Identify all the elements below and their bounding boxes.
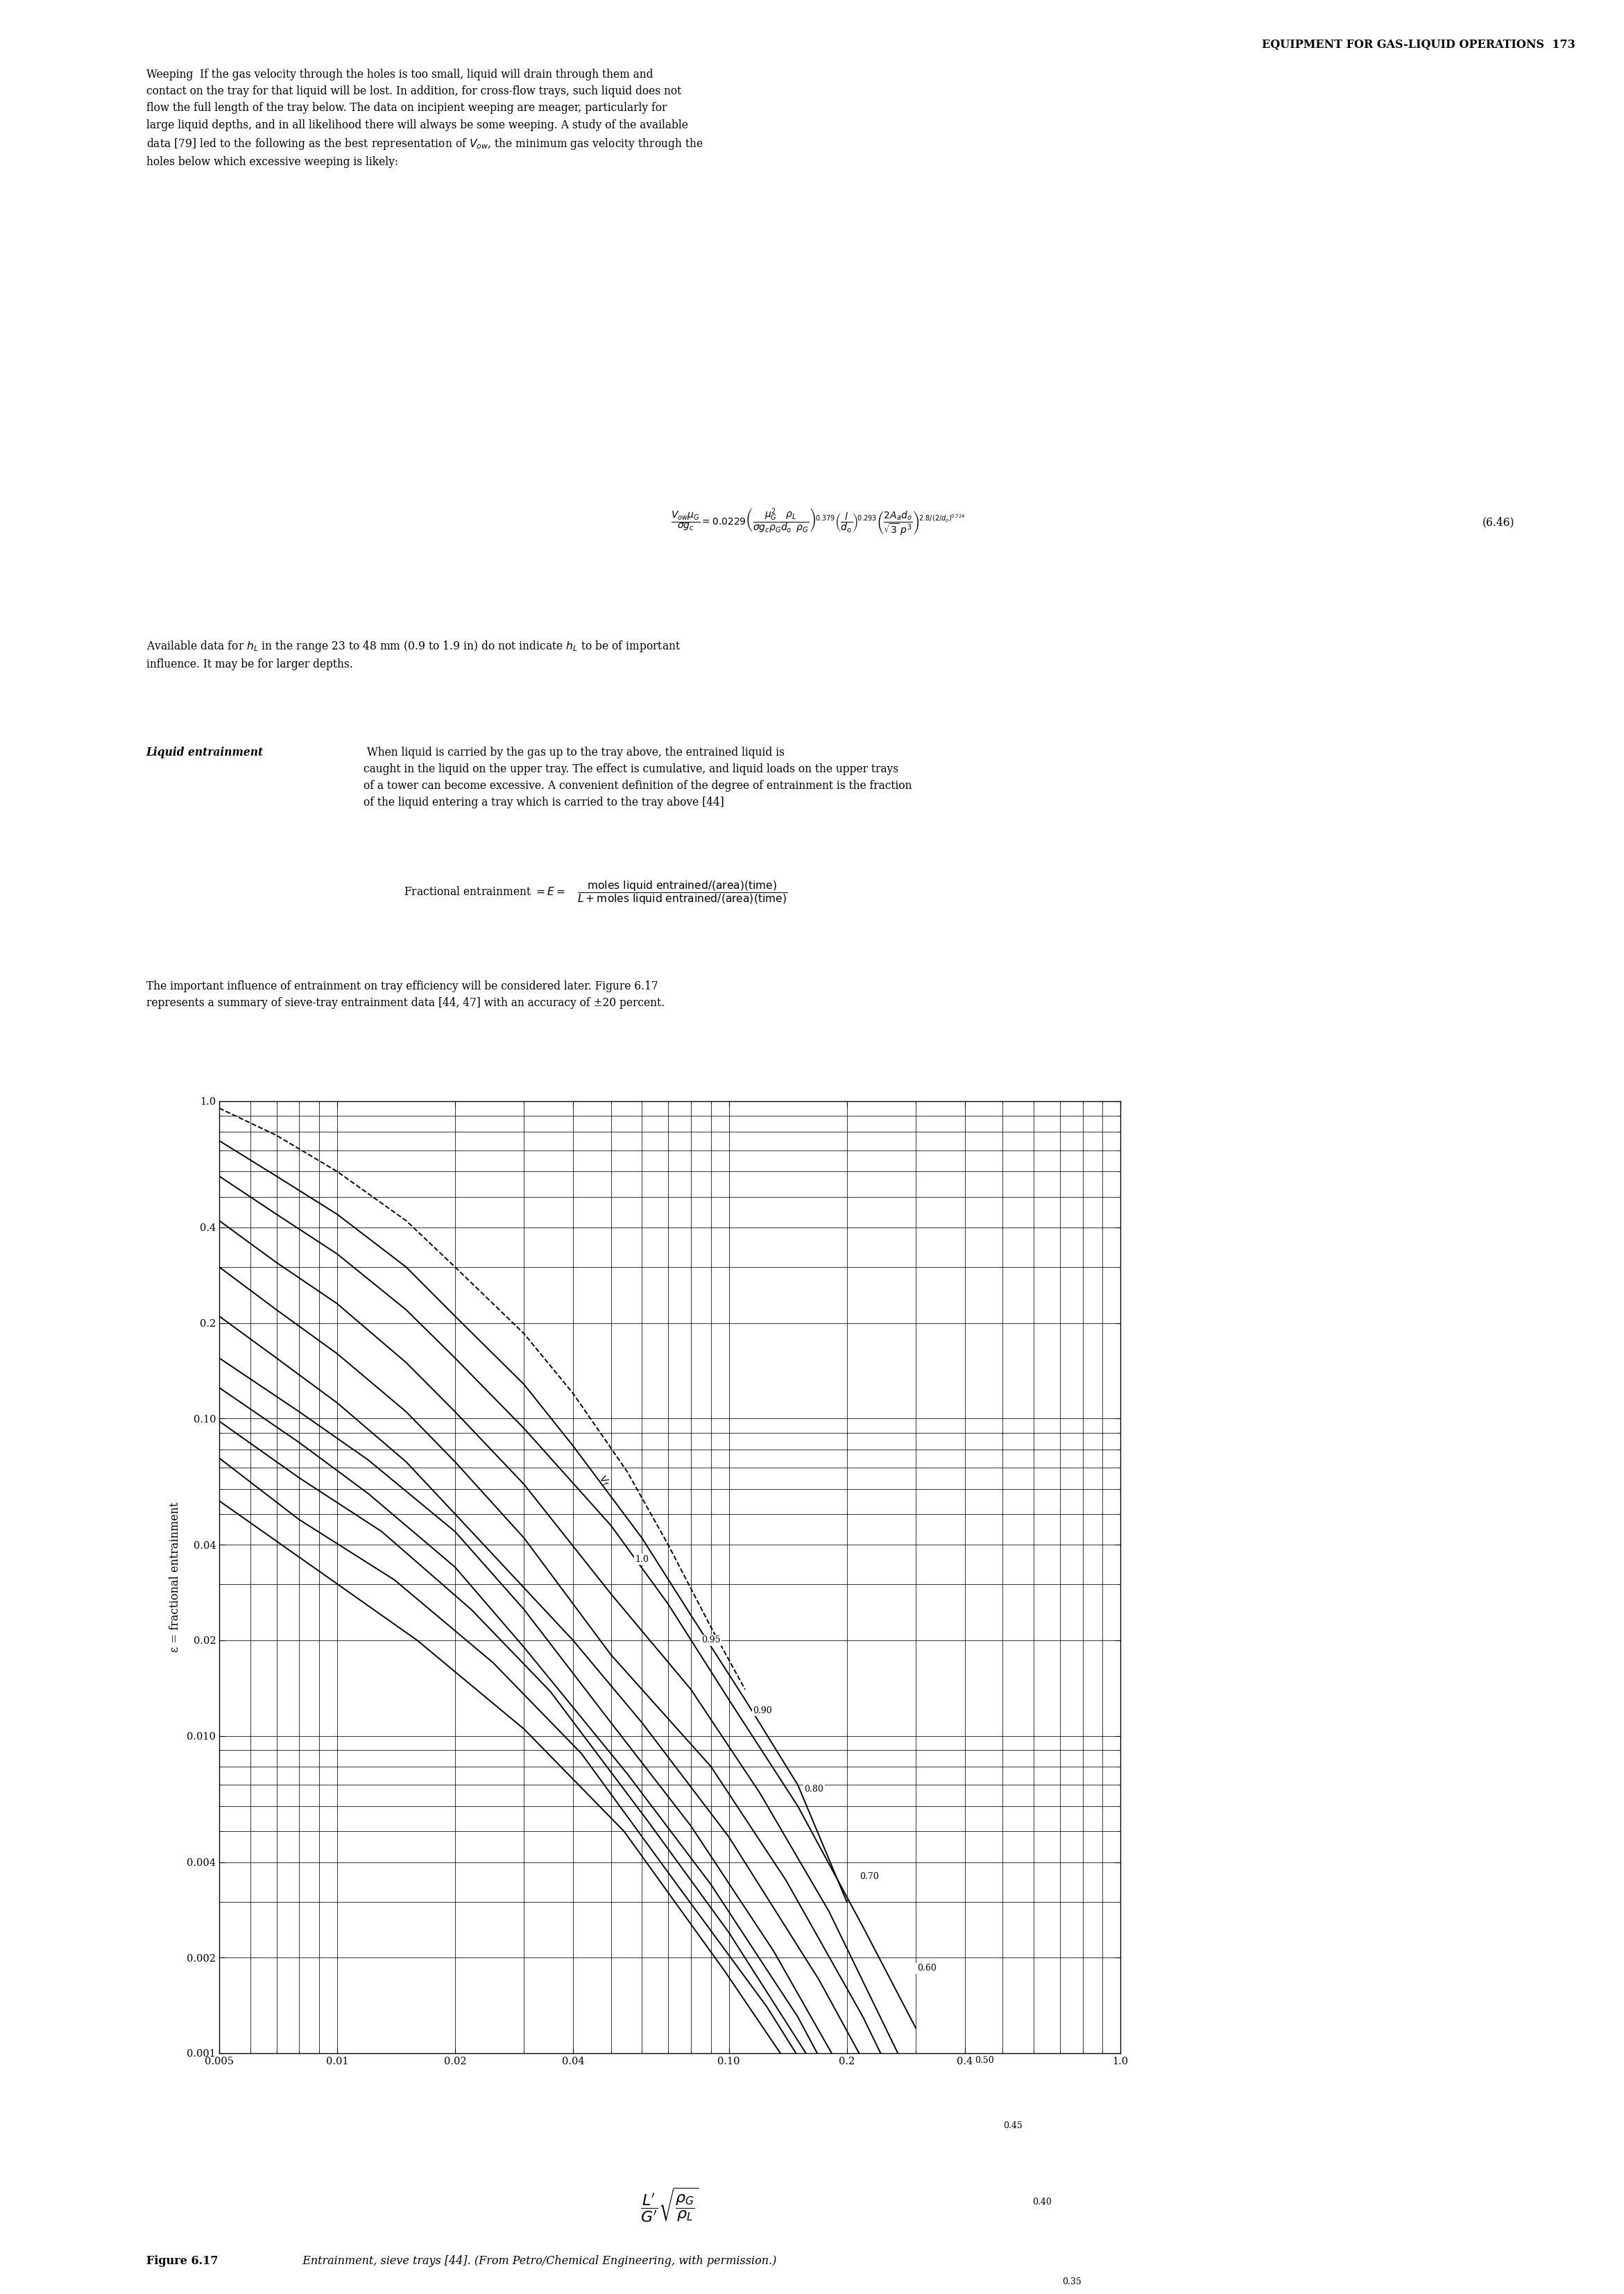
Text: Entrainment, sieve trays [44]. (From Petro/Chemical Engineering, with permission: Entrainment, sieve trays [44]. (From Pet… (296, 2255, 776, 2266)
Text: 0.80: 0.80 (804, 1785, 823, 1794)
Text: 1.0: 1.0 (635, 1555, 650, 1565)
Text: 0.40: 0.40 (1033, 2198, 1052, 2207)
Text: 0.95: 0.95 (702, 1636, 721, 1645)
Text: 0.35: 0.35 (1062, 2278, 1082, 2287)
Text: $\dfrac{L'}{G'}\sqrt{\dfrac{\rho_G}{\rho_L}}$: $\dfrac{L'}{G'}\sqrt{\dfrac{\rho_G}{\rho… (640, 2186, 700, 2225)
Text: 0.45: 0.45 (1004, 2122, 1021, 2131)
Text: Fractional entrainment $= E =$   $\dfrac{\mathrm{moles\ liquid\ entrained/(area): Fractional entrainment $= E =$ $\dfrac{\… (403, 879, 788, 906)
Text: 0.50: 0.50 (974, 2055, 994, 2065)
Text: $\dfrac{V_{ow}\mu_G}{\sigma g_c} = 0.0229\left(\dfrac{\mu_G^2 \quad \rho_L}{\sig: $\dfrac{V_{ow}\mu_G}{\sigma g_c} = 0.022… (671, 507, 965, 537)
Y-axis label: ε = fractional entrainment: ε = fractional entrainment (169, 1503, 180, 1652)
Text: 0.90: 0.90 (754, 1707, 773, 1716)
Text: Weeping  If the gas velocity through the holes is too small, liquid will drain t: Weeping If the gas velocity through the … (146, 69, 703, 167)
Text: The important influence of entrainment on tray efficiency will be considered lat: The important influence of entrainment o… (146, 980, 664, 1009)
Text: 0.60: 0.60 (918, 1964, 937, 1973)
Text: When liquid is carried by the gas up to the tray above, the entrained liquid is
: When liquid is carried by the gas up to … (364, 746, 911, 807)
Text: Figure 6.17: Figure 6.17 (146, 2255, 218, 2266)
Text: Liquid entrainment: Liquid entrainment (146, 746, 263, 759)
Text: 0.70: 0.70 (859, 1872, 879, 1881)
Text: (6.46): (6.46) (1483, 516, 1515, 528)
Text: Available data for $h_L$ in the range 23 to 48 mm (0.9 to 1.9 in) do not indicat: Available data for $h_L$ in the range 23… (146, 640, 680, 670)
Text: $V_f$: $V_f$ (596, 1473, 612, 1489)
Text: EQUIPMENT FOR GAS-LIQUID OPERATIONS  173: EQUIPMENT FOR GAS-LIQUID OPERATIONS 173 (1262, 39, 1575, 50)
